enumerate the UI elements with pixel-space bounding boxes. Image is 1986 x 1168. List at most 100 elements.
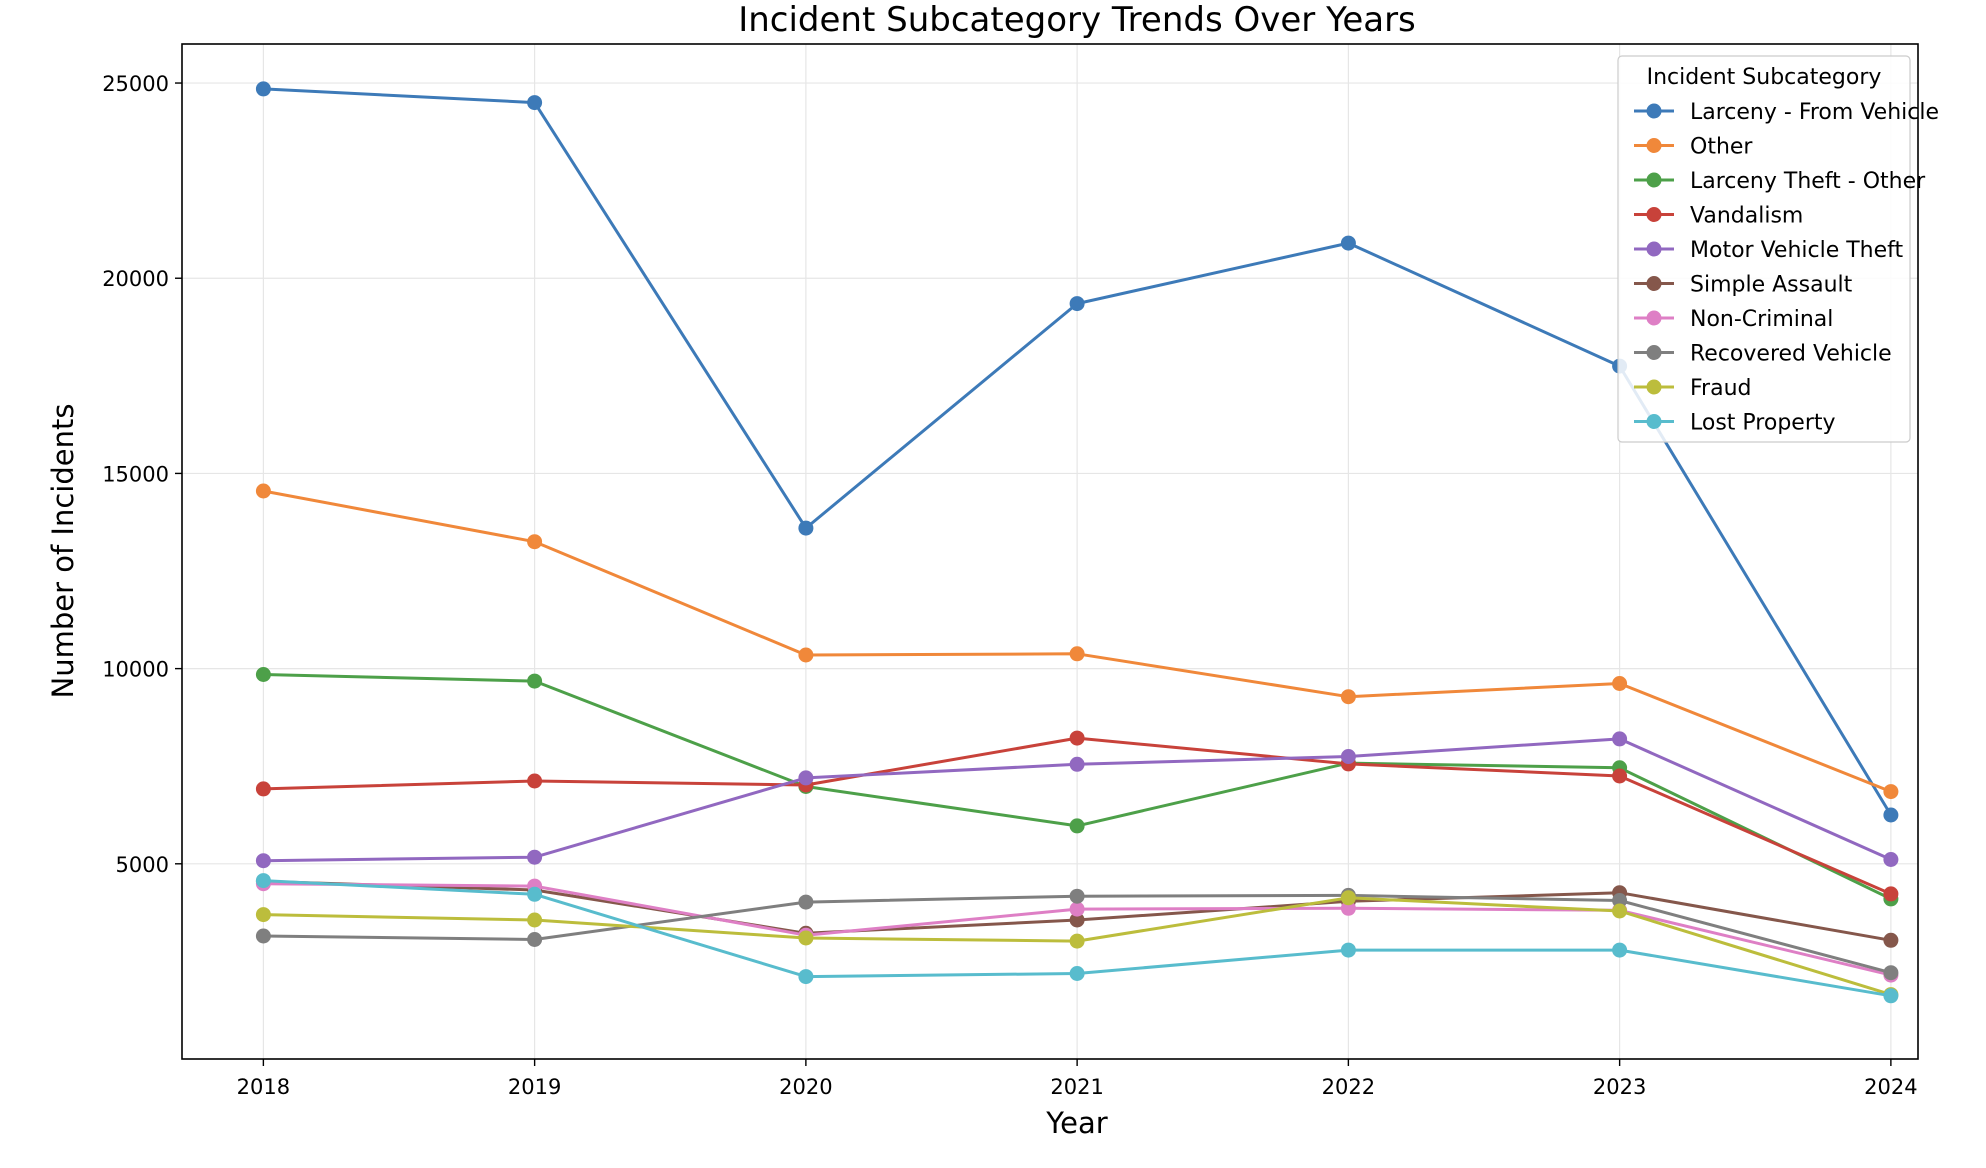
data-point-motor-vehicle-theft: [798, 770, 814, 786]
x-tick-label: 2023: [1593, 1075, 1646, 1099]
data-point-larceny-from-vehicle: [798, 520, 814, 536]
data-point-other: [1883, 784, 1899, 800]
data-point-larceny-theft-other: [1069, 818, 1085, 834]
data-point-larceny-from-vehicle: [1069, 296, 1085, 312]
y-tick-label: 15000: [102, 462, 169, 486]
data-point-recovered-vehicle: [527, 932, 543, 947]
data-point-other: [1069, 646, 1085, 662]
series-layer: [255, 81, 1899, 1004]
data-point-simple-assault: [1069, 912, 1085, 928]
data-point-vandalism: [1612, 768, 1628, 784]
data-point-larceny-from-vehicle: [1883, 807, 1899, 823]
legend-swatch-marker: [1646, 310, 1662, 326]
y-tick-label: 10000: [102, 658, 169, 682]
data-point-vandalism: [527, 773, 543, 789]
data-point-lost-property: [1883, 988, 1899, 1004]
data-point-larceny-from-vehicle: [255, 81, 271, 97]
data-point-non-criminal: [1069, 901, 1085, 917]
data-point-motor-vehicle-theft: [1340, 749, 1356, 764]
legend-items: Larceny - From Vehicle Other Larceny Theft…: [1634, 100, 1939, 436]
plot-frame: [181, 43, 1919, 1060]
legend-label: Larceny Theft - Other: [1690, 169, 1926, 194]
x-tick-label: 2019: [508, 1075, 561, 1099]
legend-label: Motor Vehicle Theft: [1690, 238, 1904, 263]
legend-swatch-marker: [1646, 103, 1662, 119]
legend-box: [1617, 55, 1911, 443]
y-axis: 5000 10000 15000 20000 25000: [102, 72, 182, 877]
data-point-lost-property: [798, 969, 814, 985]
legend: Incident Subcategory Larceny - From Vehi…: [1617, 55, 1939, 443]
data-point-lost-property: [1340, 942, 1356, 958]
data-point-recovered-vehicle: [1069, 888, 1085, 904]
data-point-recovered-vehicle: [798, 894, 814, 910]
data-point-other: [1340, 689, 1356, 705]
series-fraud: [255, 890, 1899, 1003]
chart-title: Incident Subcategory Trends Over Years: [738, 0, 1416, 40]
legend-swatch-marker: [1646, 207, 1662, 222]
legend-swatch-marker: [1646, 241, 1662, 257]
legend-item: Vandalism: [1634, 204, 1803, 229]
x-tick-label: 2020: [779, 1075, 832, 1099]
data-point-lost-property: [1069, 966, 1085, 981]
data-point-larceny-theft-other: [255, 667, 271, 682]
data-point-recovered-vehicle: [255, 928, 271, 944]
legend-swatch-marker: [1646, 138, 1662, 153]
data-point-fraud: [798, 930, 814, 946]
legend-item: Fraud: [1634, 376, 1752, 401]
legend-item: Motor Vehicle Theft: [1634, 238, 1904, 263]
y-tick-label: 5000: [116, 853, 169, 877]
series-lost-property: [255, 873, 1899, 1004]
data-point-motor-vehicle-theft: [527, 849, 543, 865]
x-tick-label: 2022: [1322, 1075, 1375, 1099]
data-point-non-criminal: [1340, 900, 1356, 916]
data-point-vandalism: [1883, 886, 1899, 902]
legend-item: Larceny Theft - Other: [1634, 169, 1926, 194]
data-point-lost-property: [255, 873, 271, 889]
data-point-vandalism: [1069, 730, 1085, 746]
data-point-other: [1612, 676, 1628, 691]
data-point-larceny-from-vehicle: [527, 95, 543, 111]
legend-item: Other: [1634, 135, 1753, 160]
legend-label: Non-Criminal: [1690, 307, 1833, 332]
legend-swatch-marker: [1646, 276, 1662, 291]
legend-label: Recovered Vehicle: [1690, 342, 1892, 367]
data-point-lost-property: [527, 886, 543, 902]
legend-label: Lost Property: [1690, 411, 1836, 436]
legend-label: Simple Assault: [1690, 273, 1853, 298]
data-point-recovered-vehicle: [1612, 893, 1628, 908]
y-tick-label: 20000: [102, 267, 169, 291]
legend-item: Recovered Vehicle: [1634, 342, 1892, 367]
data-point-other: [798, 647, 814, 663]
data-point-vandalism: [255, 781, 271, 797]
data-point-simple-assault: [1883, 932, 1899, 948]
data-point-motor-vehicle-theft: [1069, 756, 1085, 772]
data-point-larceny-theft-other: [527, 673, 543, 689]
series-motor-vehicle-theft: [255, 731, 1899, 869]
data-point-larceny-from-vehicle: [1340, 235, 1356, 251]
data-point-fraud: [1069, 933, 1085, 949]
data-point-recovered-vehicle: [1883, 965, 1899, 981]
legend-label: Larceny - From Vehicle: [1690, 100, 1939, 125]
data-point-fraud: [1612, 903, 1628, 919]
legend-item: Simple Assault: [1634, 273, 1853, 298]
legend-label: Vandalism: [1690, 204, 1803, 229]
x-tick-label: 2021: [1050, 1075, 1103, 1099]
y-tick-label: 25000: [102, 72, 169, 96]
x-tick-label: 2024: [1864, 1075, 1917, 1099]
x-tick-label: 2018: [237, 1075, 290, 1099]
legend-title: Incident Subcategory: [1647, 65, 1882, 90]
legend-item: Lost Property: [1634, 411, 1836, 436]
data-point-fraud: [527, 912, 543, 928]
data-point-motor-vehicle-theft: [1612, 731, 1628, 747]
legend-swatch-marker: [1646, 414, 1662, 429]
legend-label: Fraud: [1690, 376, 1752, 401]
data-point-lost-property: [1612, 942, 1628, 958]
data-point-fraud: [255, 907, 271, 923]
legend-label: Other: [1690, 135, 1753, 160]
x-axis-label: Year: [1045, 1106, 1107, 1140]
data-point-other: [255, 483, 271, 499]
data-point-fraud: [1340, 890, 1356, 906]
y-axis-label: Number of Incidents: [46, 404, 80, 699]
legend-item: Non-Criminal: [1634, 307, 1833, 332]
